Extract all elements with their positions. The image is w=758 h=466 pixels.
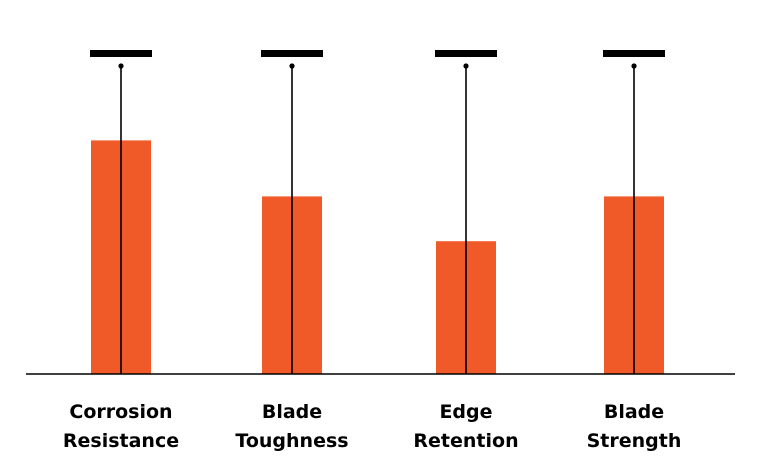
category-label-corrosion-resistance-line2: Resistance — [63, 430, 179, 452]
range-dot-edge-retention — [463, 63, 469, 69]
bars-layer — [90, 50, 665, 374]
max-cap-blade-strength — [603, 50, 665, 57]
category-label-blade-strength-line2: Strength — [587, 430, 682, 452]
max-cap-edge-retention — [435, 50, 497, 57]
max-cap-corrosion-resistance — [90, 50, 152, 57]
category-labels: Corrosion Resistance Blade Toughness Edge Ret… — [63, 401, 682, 452]
category-label-blade-toughness-line1: Blade — [262, 401, 322, 423]
category-label-edge-retention-line2: Retention — [413, 430, 518, 452]
range-dot-corrosion-resistance — [118, 63, 124, 69]
range-dot-blade-toughness — [289, 63, 295, 69]
max-cap-blade-toughness — [261, 50, 323, 57]
category-label-edge-retention-line1: Edge — [439, 401, 492, 423]
category-label-blade-strength-line1: Blade — [604, 401, 664, 423]
range-dot-blade-strength — [631, 63, 637, 69]
category-label-blade-toughness-line2: Toughness — [235, 430, 348, 452]
category-label-corrosion-resistance-line1: Corrosion — [69, 401, 172, 423]
